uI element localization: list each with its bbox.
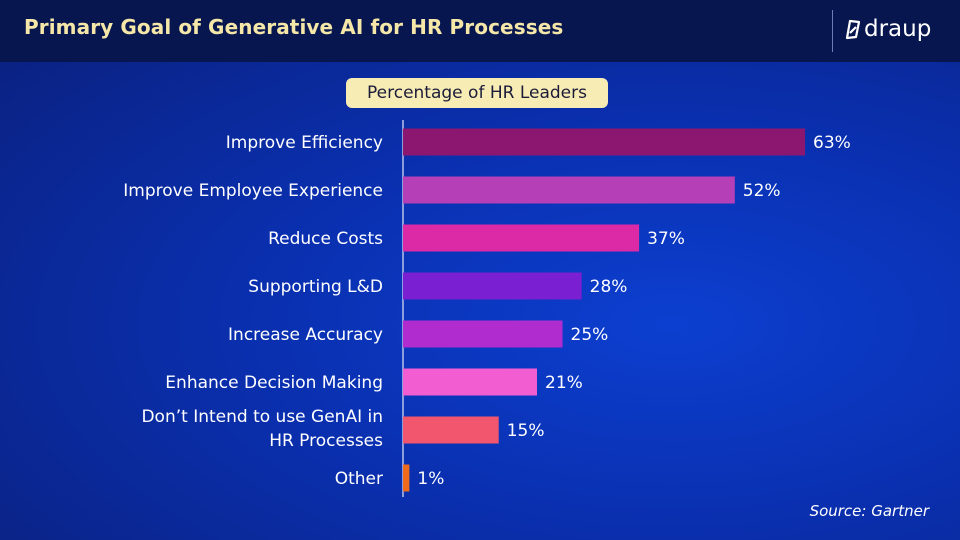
category-label: Supporting L&D (248, 277, 383, 297)
data-label: 37% (647, 229, 685, 249)
logo-divider (832, 10, 833, 52)
data-label: 25% (571, 325, 609, 345)
bar (403, 272, 582, 300)
bar (403, 368, 537, 396)
data-label: 15% (507, 421, 545, 441)
draup-logo: draup (844, 14, 944, 48)
category-label: Don’t Intend to use GenAI in HR Processes (141, 407, 383, 451)
chart-title: Primary Goal of Generative AI for HR Pro… (24, 15, 564, 39)
data-label: 52% (743, 181, 781, 201)
bar (403, 128, 805, 156)
bar (403, 416, 499, 444)
draup-logo-icon (845, 19, 861, 40)
data-label: 63% (813, 133, 851, 153)
source-note: Source: Gartner (809, 502, 929, 520)
category-label: Enhance Decision Making (165, 373, 383, 393)
bar (403, 224, 640, 252)
bar (403, 176, 735, 204)
legend-pill: Percentage of HR Leaders (346, 78, 608, 108)
data-label: 1% (417, 469, 444, 489)
bar (403, 464, 410, 492)
logo-wordmark: draup (864, 16, 932, 42)
category-label: Other (335, 469, 383, 489)
category-label: Improve Efficiency (226, 133, 383, 153)
category-label: Increase Accuracy (228, 325, 383, 345)
bar (403, 320, 563, 348)
title-bar: Primary Goal of Generative AI for HR Pro… (0, 0, 960, 62)
category-label: Improve Employee Experience (123, 181, 383, 201)
data-label: 21% (545, 373, 583, 393)
data-label: 28% (590, 277, 628, 297)
category-label: Reduce Costs (268, 229, 383, 249)
